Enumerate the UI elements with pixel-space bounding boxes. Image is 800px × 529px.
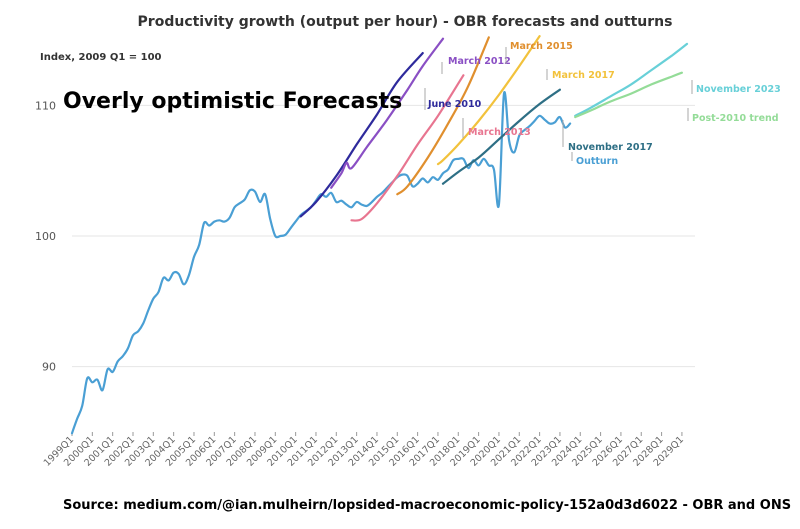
series-label-march-2017: March 2017 (552, 70, 615, 81)
series-line-march-2017 (436, 35, 541, 166)
source-note: Source: medium.com/@ian.mulheirn/lopside… (63, 498, 791, 513)
series-line-june-2010 (299, 52, 424, 218)
series-line-november-2017 (441, 88, 561, 185)
series-label-june-2010: June 2010 (427, 99, 482, 110)
series-line-november-2023 (574, 42, 689, 117)
series-label-outturn: Outturn (576, 156, 618, 167)
x-axis-ticks: 1999Q12000Q12001Q12002Q12003Q12004Q12005… (42, 432, 686, 469)
chart-subtitle: Index, 2009 Q1 = 100 (40, 52, 162, 63)
overly-optimistic-annotation: Overly optimistic Forecasts (63, 89, 402, 114)
y-tick-label: 100 (35, 230, 56, 243)
chart-title: Productivity growth (output per hour) - … (138, 14, 673, 30)
series-label-march-2015: March 2015 (510, 41, 573, 52)
y-axis-ticks: 90 100 110 (35, 99, 56, 373)
series-lines (70, 35, 689, 435)
series-line-march-2012 (330, 37, 445, 189)
y-tick-label: 90 (42, 361, 56, 374)
y-tick-label: 110 (35, 99, 56, 112)
series-line-march-2013 (350, 74, 465, 222)
series-label-march-2012: March 2012 (448, 56, 511, 67)
series-label-november-2023: November 2023 (696, 84, 781, 95)
series-line-post-2010-trend (574, 71, 683, 119)
series-label-november-2017: November 2017 (568, 142, 653, 153)
series-label-march-2013: March 2013 (468, 127, 531, 138)
series-label-post-2010-trend: Post-2010 trend (692, 113, 779, 124)
series-line-march-2015 (396, 36, 490, 196)
series-labels: Outturn June 2010 March 2012 March 2013 Marc… (424, 41, 781, 167)
